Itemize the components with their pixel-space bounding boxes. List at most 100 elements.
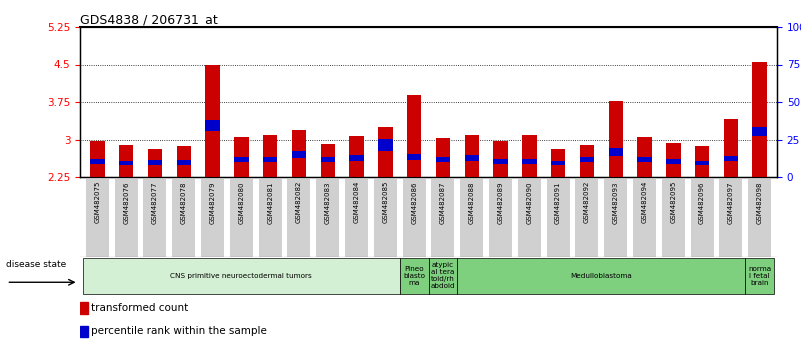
FancyBboxPatch shape bbox=[745, 258, 774, 294]
FancyBboxPatch shape bbox=[546, 179, 570, 257]
FancyBboxPatch shape bbox=[316, 179, 340, 257]
Bar bbox=[147, 148, 162, 177]
Text: percentile rank within the sample: percentile rank within the sample bbox=[91, 326, 267, 336]
FancyBboxPatch shape bbox=[489, 179, 512, 257]
Bar bbox=[493, 159, 508, 164]
FancyBboxPatch shape bbox=[461, 179, 483, 257]
Bar bbox=[522, 159, 537, 164]
FancyBboxPatch shape bbox=[115, 179, 138, 257]
Bar bbox=[522, 135, 537, 177]
Text: GSM482084: GSM482084 bbox=[353, 181, 360, 223]
Text: atypic
al tera
toid/rh
abdoid: atypic al tera toid/rh abdoid bbox=[431, 263, 455, 290]
Bar bbox=[205, 120, 219, 131]
Text: GSM482079: GSM482079 bbox=[210, 181, 215, 223]
Text: GSM482093: GSM482093 bbox=[613, 181, 618, 223]
Bar bbox=[666, 143, 681, 177]
Bar bbox=[723, 156, 738, 161]
Bar bbox=[119, 160, 134, 165]
Text: Medulloblastoma: Medulloblastoma bbox=[570, 273, 632, 279]
Text: GSM482090: GSM482090 bbox=[526, 181, 533, 223]
Text: GSM482097: GSM482097 bbox=[728, 181, 734, 223]
Text: GSM482082: GSM482082 bbox=[296, 181, 302, 223]
Bar bbox=[176, 160, 191, 165]
FancyBboxPatch shape bbox=[432, 179, 454, 257]
Bar bbox=[465, 154, 479, 161]
Text: GDS4838 / 206731_at: GDS4838 / 206731_at bbox=[80, 13, 218, 26]
Text: GSM482087: GSM482087 bbox=[440, 181, 446, 223]
Bar bbox=[349, 155, 364, 161]
Text: GSM482091: GSM482091 bbox=[555, 181, 562, 223]
Bar bbox=[752, 126, 767, 136]
Bar bbox=[80, 302, 88, 314]
Bar bbox=[292, 130, 306, 177]
Text: GSM482085: GSM482085 bbox=[382, 181, 388, 223]
Bar bbox=[176, 145, 191, 177]
Bar bbox=[436, 157, 450, 162]
Bar bbox=[609, 101, 623, 177]
Bar bbox=[320, 156, 335, 162]
Text: GSM482092: GSM482092 bbox=[584, 181, 590, 223]
Bar bbox=[723, 119, 738, 177]
FancyBboxPatch shape bbox=[259, 179, 282, 257]
Text: GSM482077: GSM482077 bbox=[152, 181, 158, 223]
Bar bbox=[580, 144, 594, 177]
FancyBboxPatch shape bbox=[83, 258, 400, 294]
Bar bbox=[638, 137, 652, 177]
Bar bbox=[752, 62, 767, 177]
Text: GSM482078: GSM482078 bbox=[181, 181, 187, 223]
FancyBboxPatch shape bbox=[345, 179, 368, 257]
FancyBboxPatch shape bbox=[429, 258, 457, 294]
Text: GSM482094: GSM482094 bbox=[642, 181, 647, 223]
Text: GSM482086: GSM482086 bbox=[411, 181, 417, 223]
Text: transformed count: transformed count bbox=[91, 303, 188, 313]
Text: GSM482089: GSM482089 bbox=[497, 181, 504, 223]
Bar bbox=[205, 64, 219, 177]
FancyBboxPatch shape bbox=[604, 179, 627, 257]
FancyBboxPatch shape bbox=[662, 179, 685, 257]
FancyBboxPatch shape bbox=[230, 179, 253, 257]
Bar bbox=[320, 143, 335, 177]
FancyBboxPatch shape bbox=[457, 258, 745, 294]
Bar bbox=[378, 127, 392, 177]
FancyBboxPatch shape bbox=[400, 258, 429, 294]
Bar bbox=[666, 159, 681, 164]
FancyBboxPatch shape bbox=[288, 179, 311, 257]
Bar bbox=[580, 157, 594, 162]
Bar bbox=[407, 95, 421, 177]
Text: GSM482080: GSM482080 bbox=[239, 181, 244, 223]
Bar bbox=[80, 326, 88, 337]
Bar bbox=[493, 141, 508, 177]
Bar bbox=[436, 138, 450, 177]
Bar bbox=[91, 159, 105, 164]
Bar bbox=[378, 139, 392, 151]
Bar bbox=[695, 160, 710, 165]
Bar bbox=[91, 141, 105, 177]
Text: CNS primitive neuroectodermal tumors: CNS primitive neuroectodermal tumors bbox=[171, 273, 312, 279]
FancyBboxPatch shape bbox=[172, 179, 195, 257]
Text: Pineo
blasto
ma: Pineo blasto ma bbox=[403, 266, 425, 286]
FancyBboxPatch shape bbox=[748, 179, 771, 257]
Text: GSM482098: GSM482098 bbox=[757, 181, 763, 223]
Text: GSM482096: GSM482096 bbox=[699, 181, 705, 223]
FancyBboxPatch shape bbox=[575, 179, 598, 257]
Text: GSM482095: GSM482095 bbox=[670, 181, 676, 223]
Bar bbox=[147, 160, 162, 165]
Text: GSM482083: GSM482083 bbox=[324, 181, 331, 223]
Bar bbox=[638, 157, 652, 162]
Bar bbox=[465, 135, 479, 177]
Text: disease state: disease state bbox=[6, 260, 66, 269]
FancyBboxPatch shape bbox=[86, 179, 109, 257]
FancyBboxPatch shape bbox=[403, 179, 425, 257]
Bar bbox=[407, 154, 421, 160]
Bar bbox=[349, 136, 364, 177]
Bar bbox=[695, 146, 710, 177]
Bar bbox=[292, 151, 306, 158]
FancyBboxPatch shape bbox=[374, 179, 396, 257]
Bar bbox=[263, 157, 277, 162]
FancyBboxPatch shape bbox=[201, 179, 224, 257]
FancyBboxPatch shape bbox=[517, 179, 541, 257]
Text: norma
l fetal
brain: norma l fetal brain bbox=[748, 266, 771, 286]
Text: GSM482081: GSM482081 bbox=[268, 181, 273, 223]
Bar bbox=[234, 156, 248, 162]
FancyBboxPatch shape bbox=[690, 179, 714, 257]
